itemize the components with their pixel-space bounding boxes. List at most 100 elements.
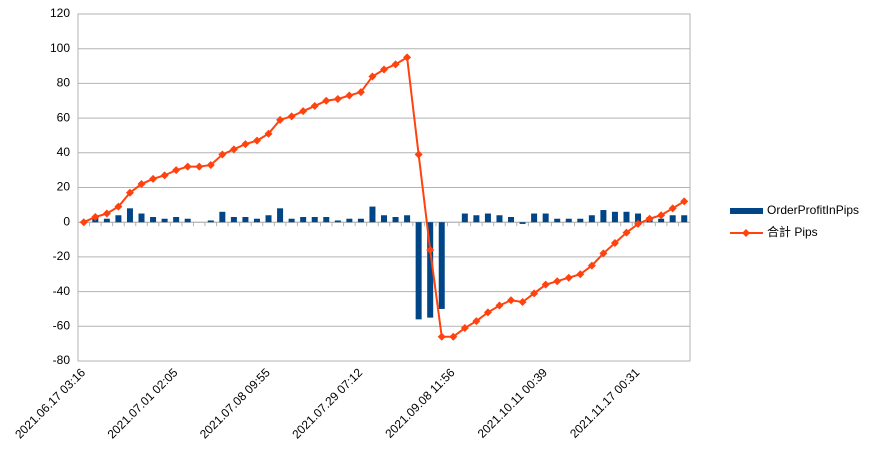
bar [323, 216, 330, 223]
y-tick-label: 20 [57, 180, 71, 194]
marker [252, 136, 261, 145]
bar [473, 215, 480, 223]
marker [541, 280, 550, 289]
bar [404, 215, 411, 223]
bar [265, 215, 272, 223]
bar [138, 213, 145, 223]
marker [149, 174, 158, 183]
marker [241, 140, 250, 149]
marker [195, 162, 204, 171]
marker [114, 202, 123, 211]
marker [587, 261, 596, 270]
bar [658, 218, 665, 223]
marker [368, 72, 377, 81]
bar [565, 218, 572, 223]
bar [126, 208, 133, 223]
marker [622, 228, 631, 237]
y-tick-label: 0 [63, 214, 70, 228]
bar [253, 218, 260, 223]
x-tick-label: 2021.10.11 00:39 [475, 365, 551, 441]
marker [507, 296, 516, 305]
marker [610, 239, 619, 248]
bar [207, 220, 214, 223]
marker [518, 298, 527, 307]
marker [530, 289, 539, 298]
bar [230, 216, 237, 223]
bar [311, 216, 318, 223]
marker [356, 88, 365, 97]
bar [381, 215, 387, 223]
marker [91, 212, 100, 221]
marker [183, 162, 192, 171]
bar [415, 222, 422, 320]
marker [564, 273, 573, 282]
marker [599, 249, 608, 258]
marker [472, 317, 481, 326]
marker [137, 180, 146, 189]
legend-marker [742, 229, 750, 237]
bar [392, 216, 399, 223]
bar [588, 215, 595, 223]
marker [634, 219, 643, 228]
bar [150, 216, 157, 223]
marker [414, 150, 423, 159]
marker [576, 270, 585, 279]
marker [125, 188, 134, 197]
marker [403, 53, 412, 62]
x-tick-label: 2021.09.08 11:56 [382, 365, 458, 441]
bar [484, 213, 491, 223]
bar [357, 218, 364, 223]
y-tick-label: -60 [53, 318, 71, 332]
marker [322, 96, 331, 105]
marker [426, 245, 435, 254]
bar [300, 216, 307, 223]
bar [669, 215, 676, 223]
marker [333, 95, 342, 104]
line [83, 55, 685, 338]
x-tick-label: 2021.11.17 00:31 [567, 365, 643, 441]
bar [519, 222, 526, 224]
x-tick-label: 2021.07.01 02:05 [105, 365, 181, 441]
marker [345, 91, 354, 100]
marker [391, 60, 400, 69]
marker [645, 214, 654, 223]
bar [184, 218, 191, 223]
marker [380, 65, 388, 74]
bar [461, 213, 468, 223]
bar [508, 216, 515, 223]
bar [554, 218, 561, 223]
bar [577, 218, 584, 223]
marker [287, 112, 296, 121]
marker [218, 150, 227, 159]
bar [288, 218, 295, 223]
bar [635, 213, 642, 223]
marker [310, 101, 319, 110]
y-tick-label: -20 [53, 249, 71, 263]
x-tick-label: 2021.06.17 03:16 [12, 365, 88, 441]
y-tick-label: 120 [50, 6, 70, 20]
bar [542, 213, 549, 223]
bar [219, 211, 226, 223]
marker [483, 308, 492, 317]
bar [242, 216, 249, 223]
marker [79, 218, 88, 227]
marker [449, 332, 458, 341]
bar [173, 216, 180, 223]
bar [496, 215, 503, 223]
y-tick-label: -80 [53, 353, 71, 367]
legend-label: OrderProfitInPips [767, 203, 859, 217]
bar [115, 215, 122, 223]
bar [681, 215, 688, 223]
marker [437, 332, 446, 341]
bar [531, 213, 538, 223]
bar [611, 211, 618, 223]
bar [369, 206, 376, 223]
bar [277, 208, 284, 223]
marker [172, 166, 181, 175]
y-tick-label: 80 [57, 76, 71, 90]
marker [160, 171, 169, 180]
marker [264, 129, 273, 138]
bar [161, 218, 168, 223]
y-tick-label: 100 [50, 41, 70, 55]
